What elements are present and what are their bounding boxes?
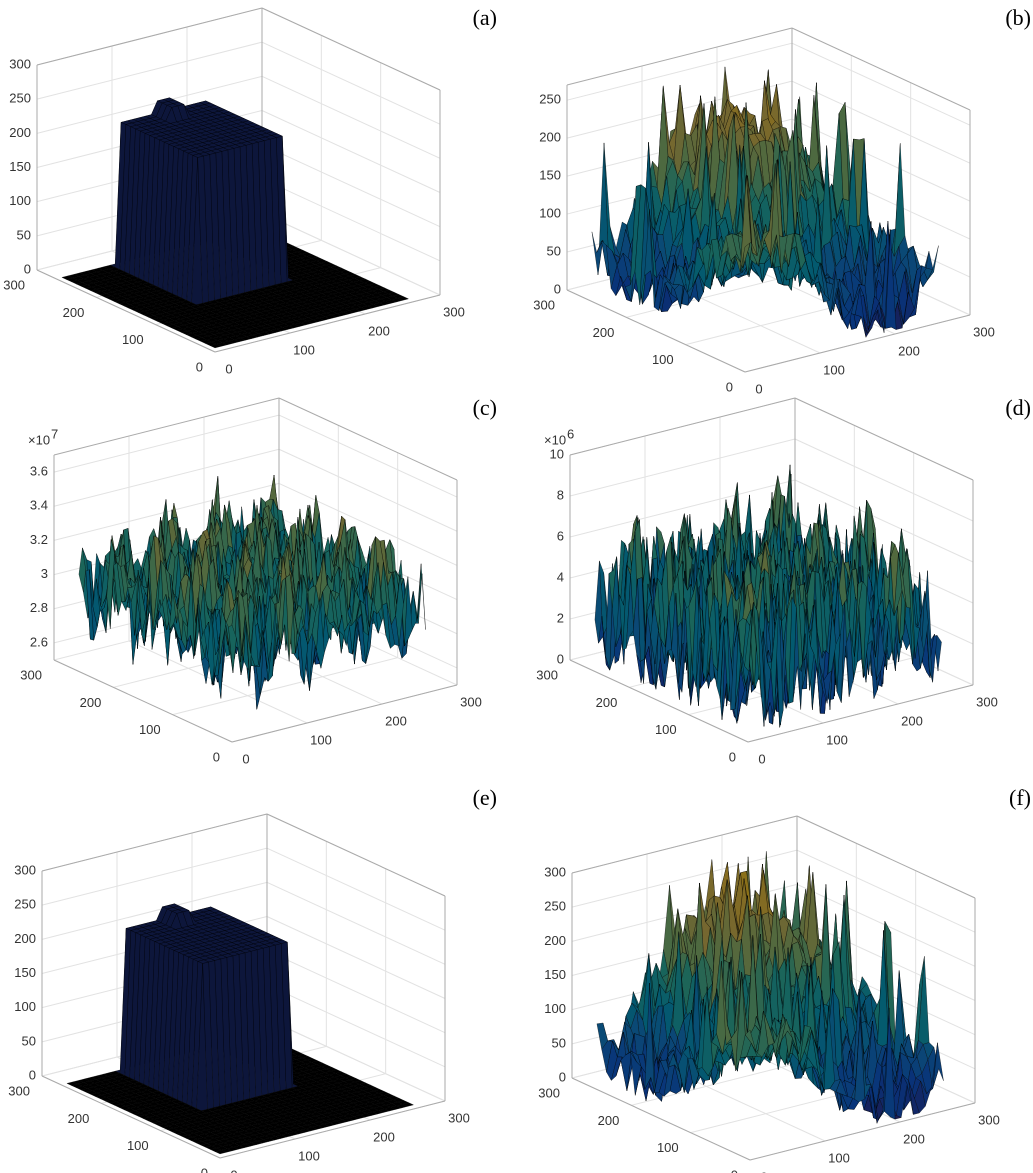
surface-panel: 01002003000100200300050100150200250(b) <box>533 5 1031 396</box>
z-exponent: 7 <box>51 426 58 441</box>
z-tick-label: 50 <box>547 243 561 258</box>
z-tick-label: 200 <box>539 130 561 145</box>
figure: 01002003000100200300050100150200250300(a… <box>0 0 1033 1173</box>
z-tick-label: 100 <box>539 206 561 221</box>
grid-line <box>54 449 279 506</box>
z-tick-label: 0 <box>554 281 561 296</box>
surface-panel: 010020030001002003000246810×106(d) <box>536 395 1031 766</box>
z-tick-label: 3 <box>41 566 48 581</box>
axis-line <box>795 398 973 480</box>
x-tick-label: 0 <box>225 361 232 376</box>
surface-panel: 0 100 200 300 0 100 200 300 2.6 2.8 3 3.2 3.4 3.6 ×107… <box>20 395 497 766</box>
grid-line <box>262 145 440 227</box>
axis-line <box>567 28 792 85</box>
y-tick-label: 0 <box>213 749 220 764</box>
x-tick-label: 100 <box>310 732 332 747</box>
x-tick-label: 0 <box>755 381 762 396</box>
y-tick-label: 300 <box>3 277 25 292</box>
x-tick-label: 200 <box>385 713 407 728</box>
z-tick-label: 250 <box>539 92 561 107</box>
x-tick-label: 300 <box>973 324 995 339</box>
y-tick-label: 200 <box>593 325 615 340</box>
z-tick-label: 0 <box>24 261 31 276</box>
y-tick-label: 100 <box>139 722 161 737</box>
grid-line <box>54 415 279 472</box>
y-tick-label: 0 <box>726 379 733 394</box>
x-tick-label: 100 <box>823 362 845 377</box>
y-tick-label: 100 <box>122 332 144 347</box>
x-tick-label: 300 <box>460 694 482 709</box>
z-tick-label: 200 <box>9 125 31 140</box>
panel-label: (c) <box>473 395 497 420</box>
axis-line <box>54 398 279 455</box>
grid-line <box>279 415 457 497</box>
y-tick-label: 300 <box>533 297 555 312</box>
z-tick-label: 2.6 <box>30 634 48 649</box>
grid-line <box>37 42 262 99</box>
y-tick-label: 100 <box>652 352 674 367</box>
z-tick-label: 3.6 <box>30 464 48 479</box>
z-tick-label: 100 <box>9 193 31 208</box>
z-tick-label: 150 <box>539 168 561 183</box>
z-tick-label: 300 <box>9 56 31 71</box>
grid-line <box>795 439 973 521</box>
axis-line <box>262 8 440 90</box>
y-tick-label: 200 <box>80 695 102 710</box>
z-tick-label: 2.8 <box>30 600 48 615</box>
z-tick-label: 3.2 <box>30 532 48 547</box>
axis-line <box>279 398 457 480</box>
x-tick-label: 300 <box>443 304 465 319</box>
z-tick-label: 3.4 <box>30 498 48 513</box>
z-tick-label: 50 <box>17 227 31 242</box>
y-tick-label: 300 <box>20 667 42 682</box>
axis-line <box>792 28 970 110</box>
x-tick-label: 100 <box>293 342 315 357</box>
y-tick-label: 0 <box>196 359 203 374</box>
grid-line <box>262 76 440 158</box>
x-tick-label: 0 <box>242 751 249 766</box>
axis-line <box>232 685 457 742</box>
axis-line <box>37 8 262 65</box>
panel-label: (a) <box>473 5 497 30</box>
surface <box>595 465 942 727</box>
x-tick-label: 200 <box>898 343 920 358</box>
z-tick-label: 150 <box>9 159 31 174</box>
axis-line <box>570 398 795 455</box>
grid-line <box>792 43 970 125</box>
grid-line <box>262 42 440 124</box>
panel-label: (b) <box>1005 5 1031 30</box>
grid-line <box>262 111 440 193</box>
surface <box>79 475 426 709</box>
grid-line <box>570 439 795 496</box>
x-tick-label: 200 <box>368 323 390 338</box>
surface-panel: 01002003000100200300050100150200250300(a… <box>3 5 497 376</box>
z-tick-label: 250 <box>9 91 31 106</box>
surface <box>592 67 939 337</box>
y-tick-label: 200 <box>63 305 85 320</box>
z-multiplier: ×10 <box>28 432 50 447</box>
